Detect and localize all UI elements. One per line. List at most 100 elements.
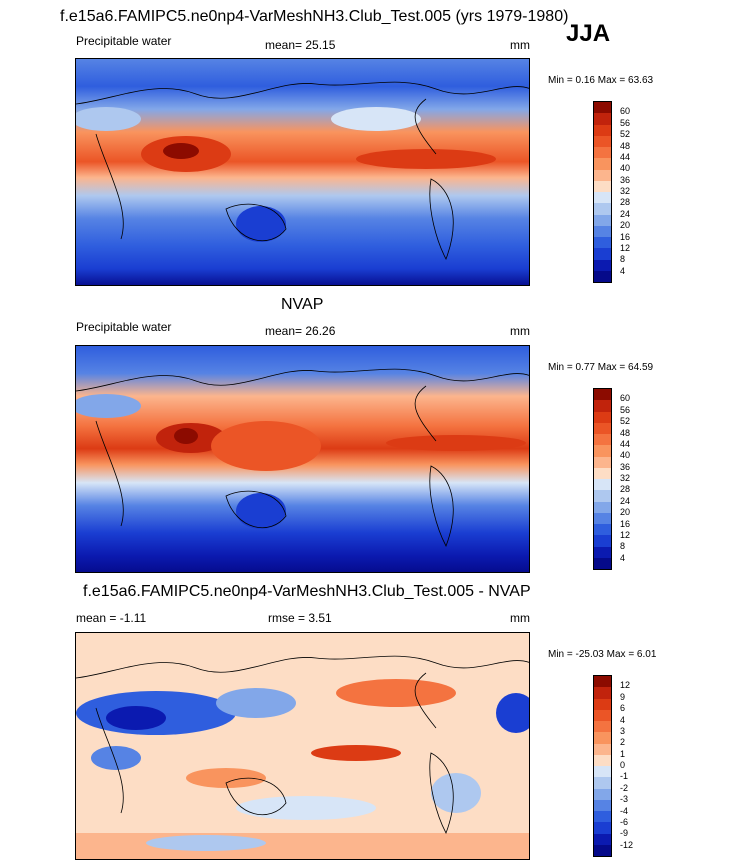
colorbar-swatch — [594, 766, 611, 778]
colorbar-tick-label: 56 — [620, 117, 631, 128]
colorbar-swatch — [594, 180, 611, 192]
colorbar-tick-label: 56 — [620, 404, 631, 415]
colorbar-swatch — [594, 833, 611, 845]
colorbar-tick-label: 16 — [620, 231, 631, 242]
colorbar-swatch — [594, 721, 611, 733]
colorbar-tick-label: 4 — [620, 714, 626, 725]
colorbar-swatch — [594, 400, 611, 412]
colorbar-tick-label: -4 — [620, 805, 629, 816]
colorbar-tick-label: -3 — [620, 794, 629, 805]
colorbar-tick-label: 60 — [620, 393, 631, 404]
panel2-title: NVAP — [281, 296, 324, 313]
colorbar-tick-label: 32 — [620, 186, 631, 196]
colorbar-swatch — [594, 158, 611, 170]
panel3-units-label: mm — [510, 611, 530, 625]
colorbar-tick-label: 48 — [620, 427, 631, 438]
colorbar-tick-label: 4 — [620, 552, 626, 563]
colorbar-tick-label: 40 — [620, 450, 631, 461]
colorbar-swatch — [594, 434, 611, 446]
colorbar-swatch — [594, 192, 611, 204]
colorbar-tick-label: 12 — [620, 242, 631, 253]
colorbar-tick-label: -1 — [620, 771, 629, 782]
colorbar-tick-label: 12 — [620, 529, 631, 540]
colorbar-tick-label: 16 — [620, 518, 631, 529]
colorbar-swatch — [594, 102, 611, 114]
colorbar-tick-label: 44 — [620, 151, 631, 162]
colorbar-swatch — [594, 799, 611, 811]
panel2-map — [75, 345, 530, 573]
panel1-units-label: mm — [510, 38, 530, 52]
colorbar-tick-label: 0 — [620, 760, 626, 770]
colorbar-swatch — [594, 445, 611, 457]
colorbar-swatch — [594, 687, 611, 699]
season-label: JJA — [566, 20, 611, 47]
colorbar-swatch — [594, 169, 611, 181]
panel3-mean-label: mean = -1.11 — [76, 611, 147, 625]
colorbar-swatch — [594, 490, 611, 502]
panel1-variable-label: Precipitable water — [76, 34, 172, 48]
colorbar-swatch — [594, 237, 611, 249]
colorbar-tick-label: 48 — [620, 140, 631, 151]
panel1-map — [75, 58, 530, 286]
colorbar-swatch — [594, 732, 611, 744]
colorbar-tick-label: 36 — [620, 461, 631, 472]
colorbar-swatch — [594, 557, 611, 569]
colorbar-swatch — [594, 546, 611, 558]
colorbar-tick-label: 40 — [620, 163, 631, 174]
colorbar-swatch — [594, 225, 611, 237]
colorbar-tick-label: 8 — [620, 541, 626, 552]
colorbar-tick-label: 3 — [620, 725, 626, 736]
colorbar-tick-label: 1 — [620, 748, 626, 759]
colorbar-tick-label: 20 — [620, 507, 631, 518]
colorbar-swatch — [594, 754, 611, 766]
colorbar-swatch — [594, 512, 611, 524]
colorbar-swatch — [594, 389, 611, 401]
panel1-colorbar — [593, 101, 612, 283]
colorbar-tick-label: 20 — [620, 220, 631, 231]
colorbar-swatch — [594, 147, 611, 159]
colorbar-tick-label: 44 — [620, 438, 631, 449]
panel1-mean-label: mean= 25.15 — [265, 38, 336, 52]
colorbar-tick-label: -6 — [620, 816, 629, 827]
colorbar-swatch — [594, 411, 611, 423]
colorbar-tick-label: 9 — [620, 691, 626, 702]
colorbar-tick-label: 8 — [620, 254, 626, 265]
colorbar-tick-label: 52 — [620, 129, 631, 140]
colorbar-tick-label: -12 — [620, 839, 634, 850]
panel1-title: f.e15a6.FAMIPC5.ne0np4-VarMeshNH3.Club_T… — [60, 8, 569, 25]
colorbar-swatch — [594, 214, 611, 226]
colorbar-swatch — [594, 259, 611, 271]
colorbar-tick-label: 28 — [620, 197, 631, 208]
colorbar-swatch — [594, 113, 611, 125]
colorbar-swatch — [594, 456, 611, 468]
colorbar-swatch — [594, 788, 611, 800]
colorbar-tick-label: 2 — [620, 737, 626, 748]
colorbar-swatch — [594, 822, 611, 834]
panel1-minmax: Min = 0.16 Max = 63.63 — [548, 75, 654, 86]
panel2-units-label: mm — [510, 324, 530, 338]
colorbar-swatch — [594, 524, 611, 536]
colorbar-swatch — [594, 501, 611, 513]
colorbar-swatch — [594, 203, 611, 215]
panel3-rmse-label: rmse = 3.51 — [268, 611, 332, 625]
colorbar-tick-label: -2 — [620, 782, 629, 793]
colorbar-swatch — [594, 124, 611, 136]
colorbar-tick-label: 4 — [620, 265, 626, 276]
colorbar-swatch — [594, 535, 611, 547]
colorbar-swatch — [594, 844, 611, 856]
panel2-mean-label: mean= 26.26 — [265, 324, 336, 338]
colorbar-tick-label: 12 — [620, 680, 631, 691]
colorbar-swatch — [594, 743, 611, 755]
colorbar-tick-label: 24 — [620, 495, 631, 506]
colorbar-tick-label: 60 — [620, 106, 631, 117]
panel3-colorbar — [593, 675, 612, 857]
colorbar-swatch — [594, 811, 611, 823]
panel2-variable-label: Precipitable water — [76, 320, 172, 334]
panel3-map — [75, 632, 530, 860]
colorbar-tick-label: 6 — [620, 703, 626, 714]
panel3-title: f.e15a6.FAMIPC5.ne0np4-VarMeshNH3.Club_T… — [83, 583, 531, 600]
colorbar-swatch — [594, 777, 611, 789]
colorbar-swatch — [594, 422, 611, 434]
colorbar-tick-label: -9 — [620, 828, 629, 839]
panel3-minmax: Min = -25.03 Max = 6.01 — [548, 649, 657, 660]
